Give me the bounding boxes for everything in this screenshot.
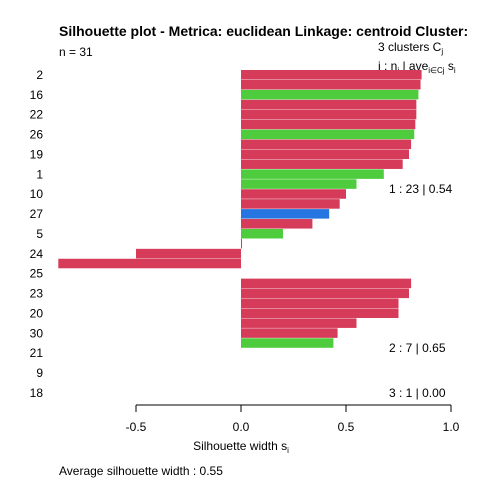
- silhouette-bar: [241, 139, 412, 150]
- y-tick-label: 10: [30, 187, 44, 201]
- silhouette-bar: [241, 338, 334, 348]
- chart-subtitle: n = 31: [59, 45, 93, 59]
- legend-header-k: 3 clusters Cj: [378, 40, 443, 56]
- silhouette-bar: [241, 119, 416, 130]
- silhouette-bar: [241, 169, 384, 179]
- silhouette-bar: [136, 248, 241, 259]
- y-labels-group: 2 16 22 26 19 1 10 27 5 24 25 23 20 30 21 9 18: [30, 68, 44, 400]
- silhouette-bar: [241, 288, 409, 299]
- y-tick-label: 23: [30, 287, 44, 301]
- y-tick-label: 22: [30, 108, 44, 122]
- y-tick-label: 20: [30, 306, 44, 320]
- silhouette-bar: [241, 278, 412, 289]
- y-tick-label: 24: [30, 247, 44, 261]
- legend-header-j: j : nj | avei∈Cj si: [377, 59, 456, 75]
- silhouette-bar: [241, 228, 283, 239]
- silhouette-bar: [241, 238, 243, 249]
- y-tick-label: 1: [36, 167, 43, 181]
- silhouette-bar: [241, 179, 357, 189]
- chart-title: Silhouette plot - Metrica: euclidean Lin…: [59, 23, 468, 39]
- cluster-summaries-group: 1 : 23 | 0.54 2 : 7 | 0.65 3 : 1 | 0.00: [389, 182, 452, 400]
- cluster-summary: 3 : 1 | 0.00: [389, 386, 446, 400]
- x-axis-title: Silhouette width si: [193, 439, 289, 455]
- x-tick-label: 0.5: [338, 420, 355, 434]
- y-tick-label: 2: [36, 68, 43, 82]
- silhouette-bar: [241, 99, 417, 110]
- silhouette-bar: [241, 318, 357, 328]
- silhouette-bar: [58, 258, 241, 269]
- y-tick-label: 9: [36, 366, 43, 380]
- silhouette-bar: [241, 79, 421, 90]
- silhouette-bar: [241, 328, 338, 338]
- x-tick-label: 1.0: [443, 420, 460, 434]
- cluster-summary: 2 : 7 | 0.65: [389, 341, 446, 355]
- y-tick-label: 19: [30, 147, 44, 161]
- silhouette-bar: [241, 308, 399, 318]
- x-tick-label: -0.5: [126, 420, 147, 434]
- y-tick-label: 30: [30, 326, 44, 340]
- x-axis: -0.5 0.0 0.5 1.0: [126, 404, 460, 434]
- silhouette-bar: [241, 209, 330, 219]
- silhouette-bar: [241, 189, 346, 199]
- average-silhouette-width: Average silhouette width : 0.55: [59, 464, 223, 478]
- y-tick-label: 26: [30, 128, 44, 142]
- silhouette-bar: [241, 219, 313, 229]
- y-tick-label: 21: [30, 346, 44, 360]
- silhouette-bar: [241, 70, 422, 80]
- cluster-summary: 1 : 23 | 0.54: [389, 182, 452, 196]
- silhouette-bar: [241, 159, 403, 169]
- silhouette-bar: [241, 109, 417, 120]
- bars-group: [58, 70, 422, 368]
- y-tick-label: 16: [30, 88, 44, 102]
- x-tick-label: 0.0: [233, 420, 250, 434]
- y-tick-label: 18: [30, 386, 44, 400]
- silhouette-bar: [241, 298, 399, 309]
- silhouette-bar: [241, 149, 409, 160]
- silhouette-bar: [241, 199, 340, 209]
- y-tick-label: 5: [36, 227, 43, 241]
- y-tick-label: 25: [30, 267, 44, 281]
- silhouette-bar: [241, 129, 415, 140]
- silhouette-bar: [241, 89, 419, 100]
- y-tick-label: 27: [30, 207, 44, 221]
